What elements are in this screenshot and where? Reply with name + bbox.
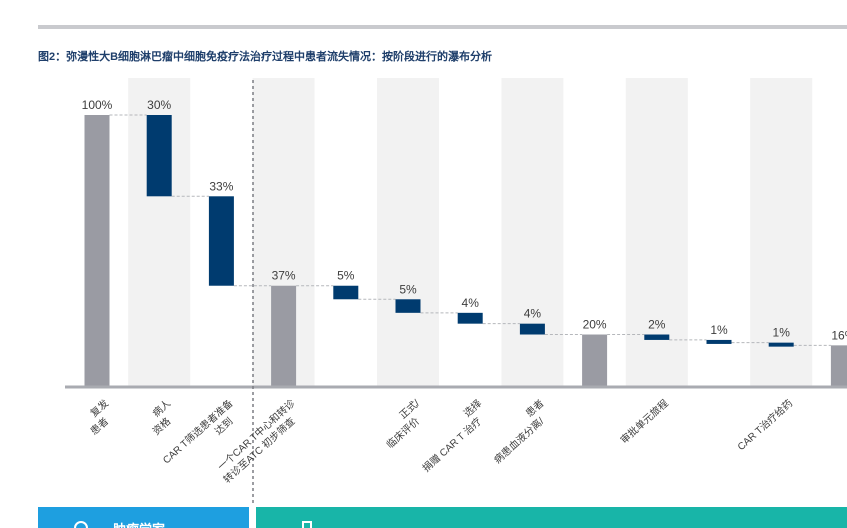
drop-bar [519, 323, 545, 335]
total-bar [84, 115, 110, 386]
category-label: 患者 [524, 397, 547, 419]
category-label: 资格 [150, 415, 174, 438]
category-label: 正式/ [396, 396, 422, 421]
value-label: 1% [773, 326, 791, 340]
oncologist-icon [74, 521, 88, 528]
category-label: 审批单元旅程 [618, 397, 671, 447]
column-band [750, 78, 813, 386]
value-label: 5% [337, 269, 355, 283]
category-label: 选择 [461, 397, 485, 420]
value-label: 4% [524, 307, 542, 321]
drop-bar [333, 285, 359, 300]
drop-bar [395, 299, 421, 313]
value-label: 2% [648, 318, 666, 332]
value-label: 37% [272, 269, 296, 283]
footer-left-label: 肿瘤学家 [113, 519, 165, 528]
column-band [377, 78, 439, 386]
value-label: 33% [209, 179, 233, 193]
total-bar [582, 334, 608, 386]
category-label: CAR T治疗给药 [735, 397, 796, 453]
value-label: 30% [147, 98, 171, 112]
category-label: 病人 [150, 397, 174, 420]
value-label: 4% [462, 296, 480, 310]
total-bar [830, 345, 847, 386]
total-bar [271, 285, 297, 386]
category-label: 病患血液分离/ [491, 414, 547, 466]
figure-title: 图2：弥漫性大B细胞淋巴瘤中细胞免疫疗法治疗过程中患者流失情况：按阶段进行的瀑布… [38, 51, 493, 63]
footer-treatment-panel [256, 507, 847, 528]
drop-bar [146, 115, 172, 197]
drop-bar [457, 312, 483, 324]
value-label: 20% [583, 318, 607, 332]
value-label: 5% [399, 282, 417, 296]
value-label: 100% [82, 98, 113, 112]
top-rule [38, 25, 847, 29]
value-label: 16% [831, 328, 847, 342]
drop-bar [644, 334, 670, 340]
drop-bar [208, 196, 234, 286]
drop-bar [706, 339, 732, 344]
column-band [501, 78, 564, 386]
category-label: 复发 [87, 397, 111, 420]
footer-oncologist-panel: 肿瘤学家 [38, 507, 249, 528]
category-label: 患者 [88, 415, 111, 437]
treatment-center-icon [302, 521, 312, 528]
drop-bar [768, 342, 794, 347]
value-label: 1% [710, 323, 728, 337]
waterfall-chart: 100%30%33%37%5%5%4%4%20%2%1%1%16%复发患者病人资… [65, 78, 847, 505]
category-label: 捐赠 CAR T 治疗 [420, 415, 485, 475]
